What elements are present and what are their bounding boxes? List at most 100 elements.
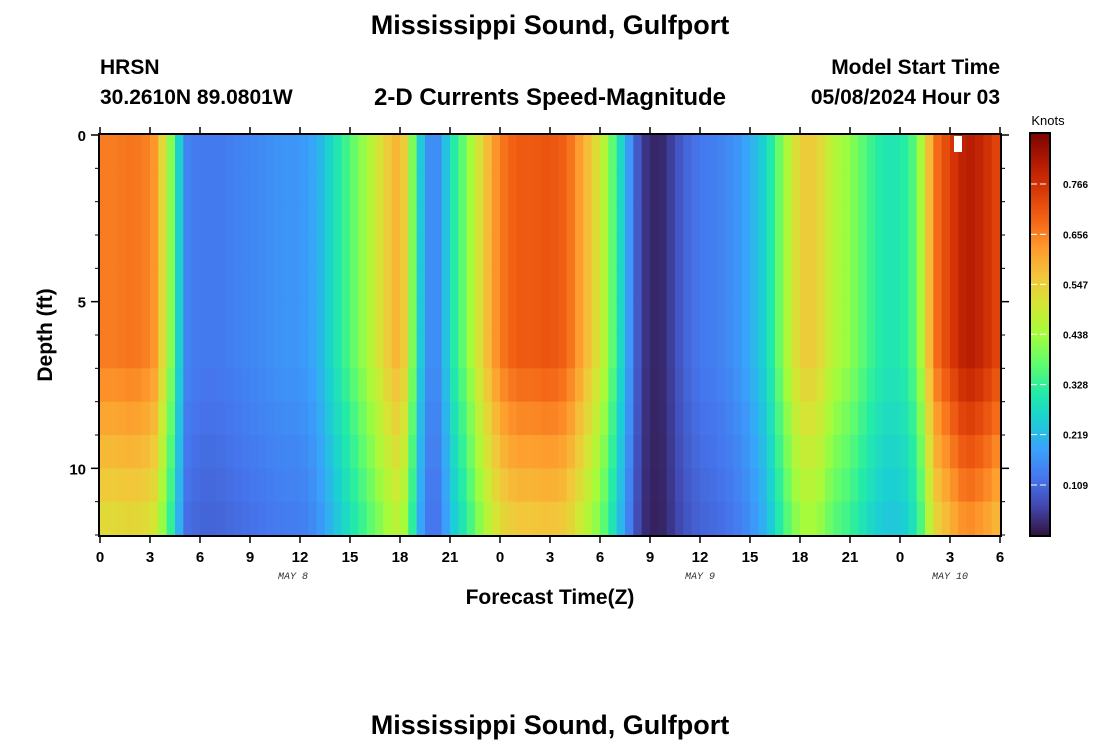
heatmap-cell — [133, 501, 143, 536]
heatmap-cell — [191, 468, 201, 503]
heatmap-cell — [683, 468, 693, 503]
heatmap-cell — [983, 235, 993, 269]
heatmap-cell — [266, 501, 276, 536]
heatmap-cell — [283, 468, 293, 503]
heatmap-cell — [858, 335, 868, 369]
heatmap-cell — [275, 268, 284, 303]
heatmap-cell — [266, 368, 276, 403]
heatmap-cell — [191, 235, 201, 269]
heatmap-cell — [483, 235, 493, 269]
heatmap-cell — [125, 268, 134, 303]
heatmap-cell — [658, 368, 668, 403]
heatmap-cell — [533, 301, 543, 336]
heatmap-cell — [441, 435, 451, 469]
heatmap-cell — [416, 435, 426, 469]
heatmap-cell — [383, 335, 393, 369]
heatmap-cell — [158, 268, 168, 303]
heatmap-cell — [666, 235, 676, 269]
heatmap-cell — [966, 401, 976, 436]
heatmap-cell — [425, 501, 434, 536]
heatmap-cell — [758, 235, 768, 269]
heatmap-cell — [400, 268, 409, 303]
heatmap-cell — [983, 201, 993, 236]
heatmap-cell — [625, 168, 634, 203]
heatmap-cell — [850, 168, 859, 203]
x-tick-label: 6 — [196, 549, 204, 566]
heatmap-cell — [883, 401, 893, 436]
heatmap-cell — [150, 335, 159, 369]
heatmap-cell — [483, 401, 493, 436]
heatmap-cell — [541, 201, 551, 236]
heatmap-cell — [325, 335, 334, 369]
heatmap-cell — [241, 135, 251, 169]
heatmap-cell — [550, 368, 559, 403]
heatmap-cell — [425, 435, 434, 469]
heatmap-cell — [816, 368, 826, 403]
heatmap-cell — [966, 368, 976, 403]
heatmap-cell — [341, 135, 351, 169]
heatmap-cell — [833, 235, 843, 269]
heatmap-cell — [416, 201, 426, 236]
heatmap-cell — [216, 201, 226, 236]
heatmap-cell — [983, 168, 993, 203]
heatmap-cell — [191, 435, 201, 469]
heatmap-cell — [708, 168, 718, 203]
heatmap-cell — [433, 235, 443, 269]
heatmap-cell — [766, 401, 776, 436]
heatmap-cell — [566, 201, 576, 236]
heatmap-cell — [783, 468, 793, 503]
heatmap-cell — [808, 501, 818, 536]
heatmap-cell — [775, 135, 784, 169]
heatmap-cell — [241, 335, 251, 369]
heatmap-cell — [175, 235, 184, 269]
heatmap-cell — [958, 168, 968, 203]
heatmap-cell — [283, 368, 293, 403]
heatmap-cell — [983, 268, 993, 303]
heatmap-cell — [416, 168, 426, 203]
heatmap-cell — [766, 201, 776, 236]
heatmap-cell — [341, 268, 351, 303]
heatmap-cell — [116, 301, 126, 336]
heatmap-cell — [758, 301, 768, 336]
heatmap-cell — [175, 501, 184, 536]
heatmap-cell — [183, 135, 193, 169]
heatmap-cell — [891, 135, 901, 169]
y-tick-label: 10 — [69, 461, 86, 478]
heatmap-cell — [441, 501, 451, 536]
heatmap-cell — [483, 501, 493, 536]
heatmap-cell — [475, 335, 484, 369]
heatmap-cell — [266, 168, 276, 203]
heatmap-cell — [666, 135, 676, 169]
heatmap-cell — [908, 268, 918, 303]
heatmap-cell — [575, 235, 584, 269]
heatmap-cell — [950, 501, 959, 536]
heatmap-cell — [200, 168, 209, 203]
heatmap-cell — [616, 401, 626, 436]
y-axis-label: Depth (ft) — [34, 288, 57, 381]
heatmap-cell — [975, 168, 984, 203]
heatmap-cell — [225, 335, 234, 369]
heatmap-cell — [691, 301, 701, 336]
heatmap-cell — [250, 168, 259, 203]
heatmap-cell — [550, 301, 559, 336]
heatmap-cell — [466, 401, 476, 436]
heatmap-cell — [358, 368, 368, 403]
heatmap-cell — [325, 301, 334, 336]
heatmap-cell — [625, 201, 634, 236]
heatmap-cell — [200, 401, 209, 436]
heatmap-cell — [583, 135, 593, 169]
heatmap-cell — [141, 135, 151, 169]
heatmap-cell — [975, 201, 984, 236]
heatmap-cell — [700, 301, 709, 336]
heatmap-cell — [366, 135, 376, 169]
heatmap-cell — [775, 435, 784, 469]
heatmap-cell — [583, 201, 593, 236]
heatmap-cell — [175, 201, 184, 236]
heatmap-cell — [358, 201, 368, 236]
heatmap-cell — [275, 301, 284, 336]
heatmap-cell — [283, 401, 293, 436]
heatmap-cell — [216, 368, 226, 403]
heatmap-cell — [541, 168, 551, 203]
heatmap-cell — [466, 501, 476, 536]
heatmap-cell — [608, 501, 618, 536]
